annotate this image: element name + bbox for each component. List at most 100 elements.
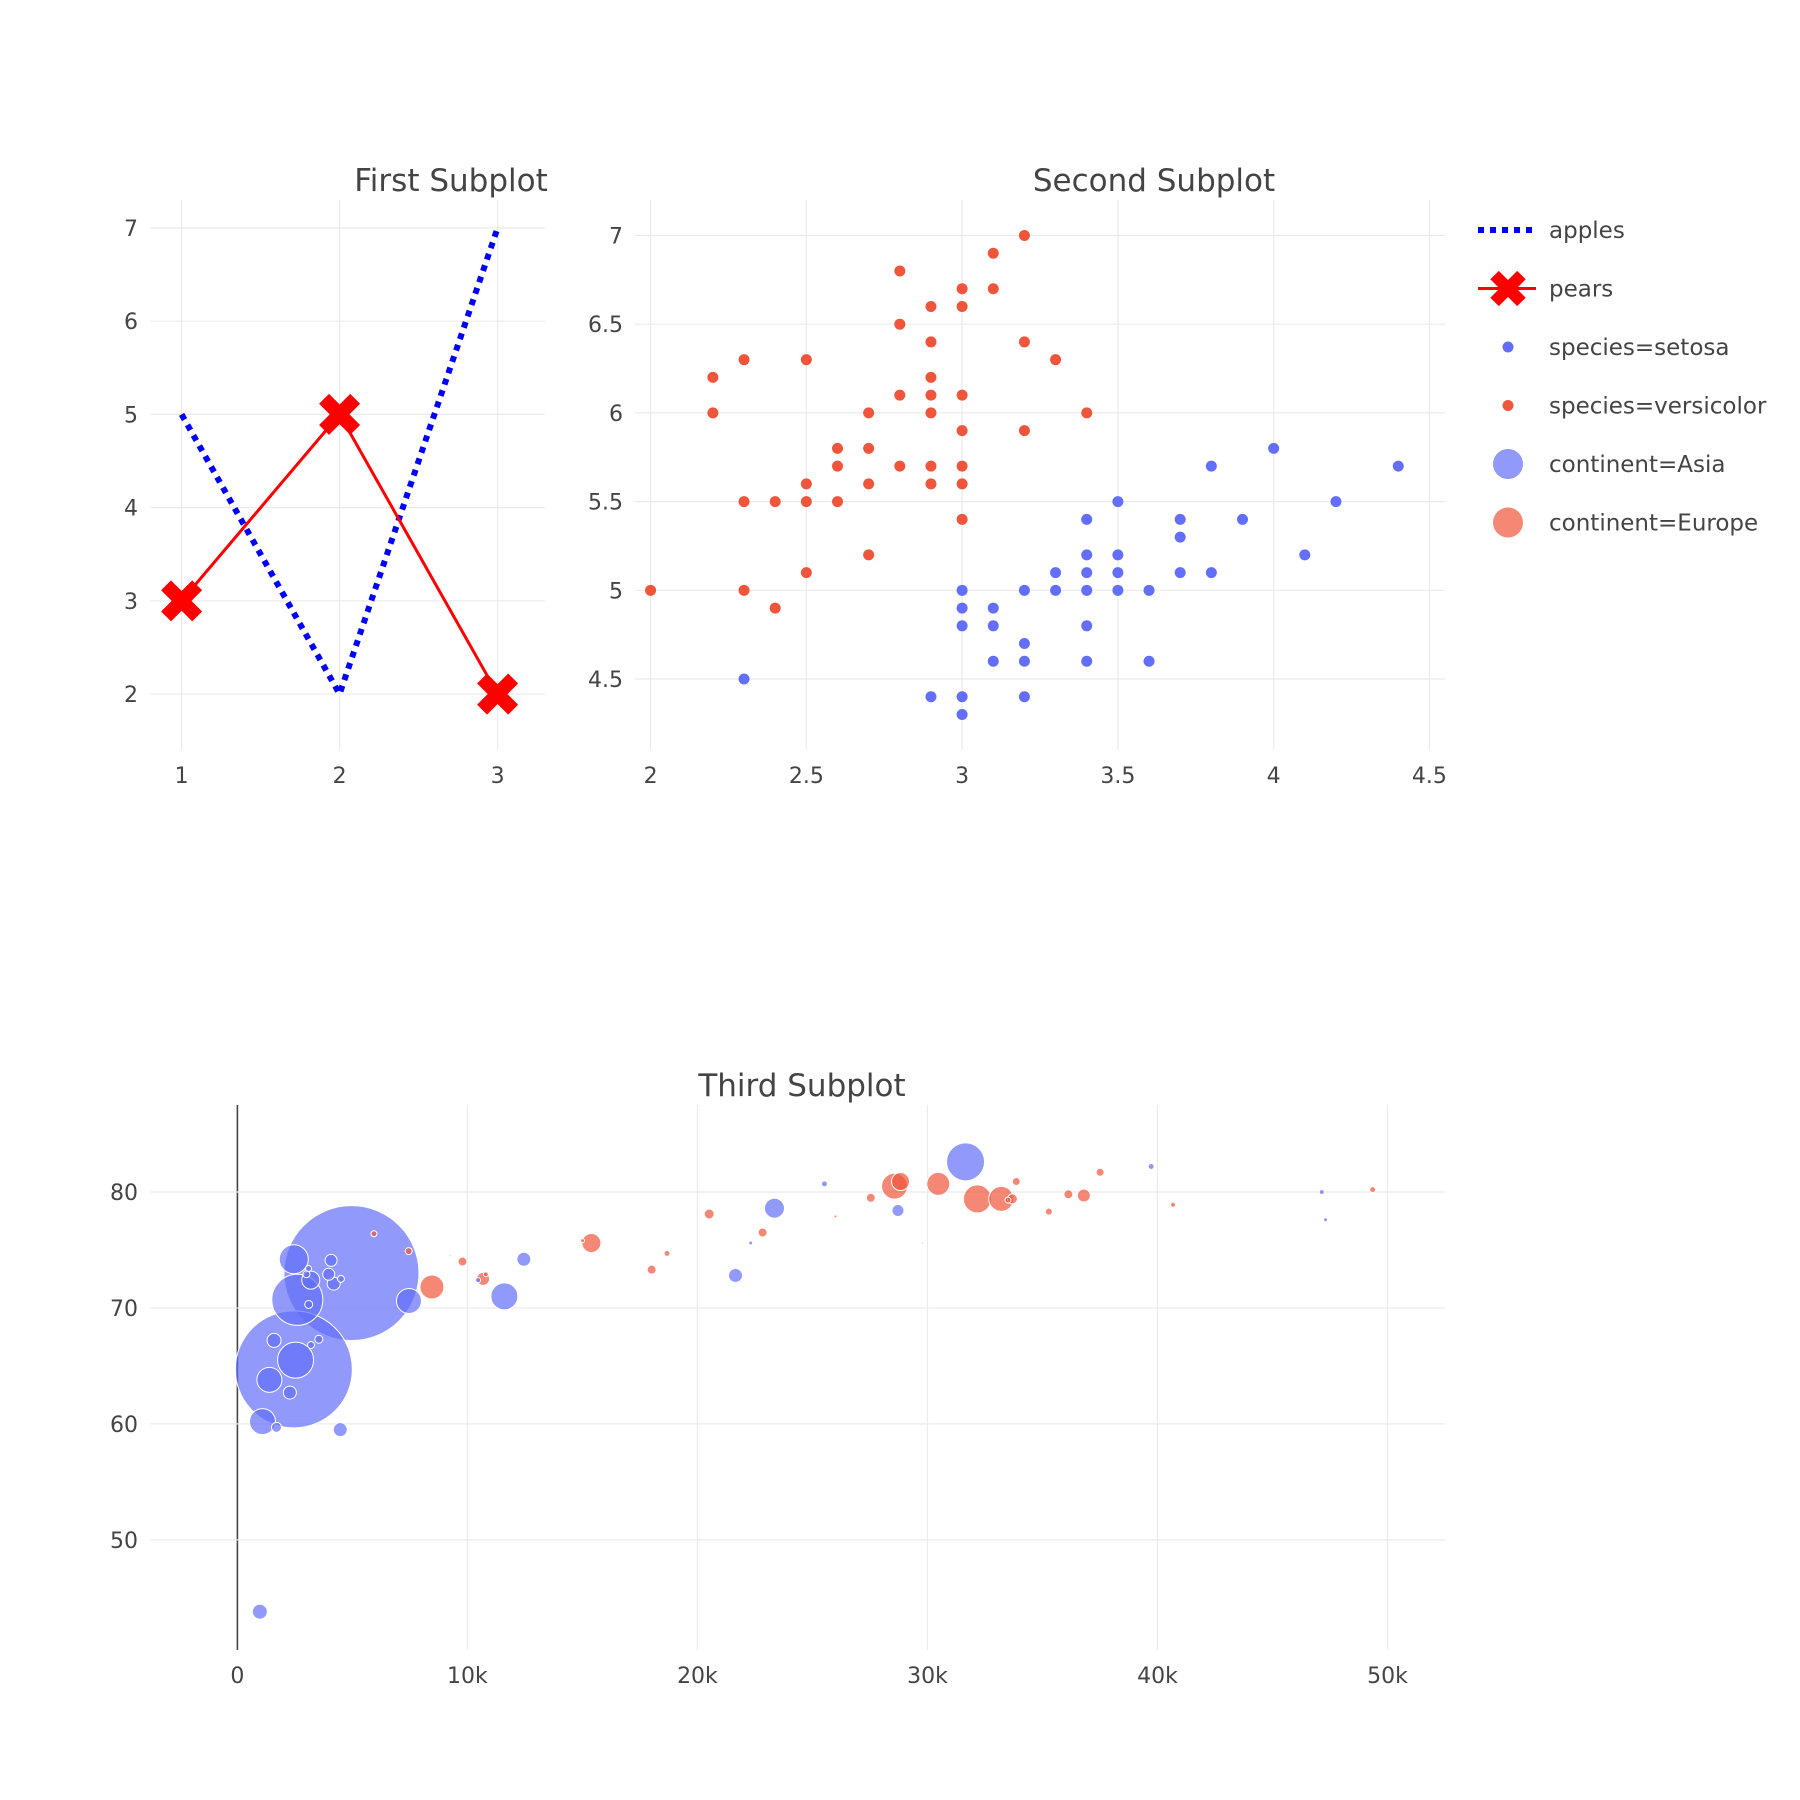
bubble bbox=[926, 1171, 951, 1196]
bubble bbox=[865, 1192, 876, 1203]
x-tick-label: 2 bbox=[644, 764, 658, 789]
scatter-point bbox=[1018, 229, 1030, 241]
bubble bbox=[448, 1254, 452, 1258]
scatter-point bbox=[1112, 567, 1124, 579]
bubble bbox=[1076, 1188, 1091, 1203]
y-tick-label: 6.5 bbox=[588, 313, 623, 338]
scatter-point bbox=[1392, 460, 1404, 472]
legend-item[interactable]: continent=Europe bbox=[1493, 507, 1758, 538]
bubble bbox=[307, 1341, 316, 1350]
scatter-point bbox=[800, 354, 812, 366]
y-tick-label: 7 bbox=[609, 224, 623, 249]
pears-marker bbox=[319, 393, 361, 435]
y-tick-label: 80 bbox=[110, 1181, 138, 1206]
scatter-point bbox=[1143, 655, 1155, 667]
x-tick-label: 1 bbox=[175, 764, 189, 789]
scatter-point bbox=[863, 478, 875, 490]
legend-item[interactable]: species=setosa bbox=[1502, 335, 1730, 361]
scatter-point bbox=[1112, 496, 1124, 508]
x-tick-label: 40k bbox=[1137, 1664, 1178, 1689]
scatter-point bbox=[925, 407, 937, 419]
x-tick-label: 2.5 bbox=[789, 764, 824, 789]
bubble bbox=[646, 1264, 657, 1275]
bubble bbox=[324, 1253, 338, 1267]
bubble bbox=[703, 1208, 715, 1220]
subplot-1-marks bbox=[161, 227, 519, 715]
x-tick-label: 50k bbox=[1367, 1664, 1408, 1689]
scatter-point bbox=[925, 691, 937, 703]
x-tick-label: 3.5 bbox=[1100, 764, 1135, 789]
scatter-point bbox=[769, 602, 781, 614]
bubble bbox=[757, 1227, 768, 1238]
legend-dot-icon bbox=[1502, 400, 1514, 411]
bubble bbox=[748, 1240, 754, 1246]
legend-item[interactable]: pears bbox=[1478, 262, 1613, 316]
scatter-point bbox=[894, 318, 906, 330]
scatter-point bbox=[1081, 549, 1093, 561]
scatter-point bbox=[1050, 567, 1062, 579]
scatter-point bbox=[863, 442, 875, 454]
scatter-point bbox=[1268, 442, 1280, 454]
bubble bbox=[370, 1230, 378, 1238]
legend-dot-icon bbox=[1502, 341, 1514, 353]
bubble bbox=[663, 1249, 671, 1257]
bubble bbox=[728, 1267, 744, 1283]
legend[interactable]: apples pears species=setosa species=versico… bbox=[1478, 218, 1767, 538]
bubble bbox=[249, 1408, 277, 1436]
scatter-point bbox=[1143, 584, 1155, 596]
scatter-point bbox=[863, 549, 875, 561]
scatter-point bbox=[925, 300, 937, 312]
scatter-point bbox=[956, 602, 968, 614]
bubble bbox=[891, 1204, 905, 1218]
bubble bbox=[314, 1334, 324, 1344]
scatter-point bbox=[987, 620, 999, 632]
x-tick-label: 0 bbox=[230, 1664, 244, 1689]
x-tick-label: 4 bbox=[1267, 764, 1281, 789]
subplot-1-ticks: 1 2 3 2 3 4 5 6 7 bbox=[124, 217, 505, 789]
scatter-point bbox=[1018, 655, 1030, 667]
scatter-point bbox=[1081, 620, 1093, 632]
y-tick-label: 5.5 bbox=[588, 491, 623, 516]
bubble bbox=[1147, 1162, 1155, 1170]
subplot-1-grid bbox=[150, 200, 545, 750]
scatter-point bbox=[832, 442, 843, 454]
bubble bbox=[763, 1197, 785, 1219]
bubble bbox=[395, 1287, 422, 1314]
scatter-point bbox=[1081, 584, 1093, 596]
y-tick-label: 4 bbox=[124, 497, 138, 522]
scatter-point bbox=[1174, 531, 1186, 543]
scatter-point bbox=[1081, 513, 1093, 525]
legend-x-icon bbox=[1490, 270, 1526, 307]
scatter-point bbox=[956, 425, 968, 437]
legend-item[interactable]: apples bbox=[1478, 218, 1625, 244]
scatter-point bbox=[1112, 549, 1124, 561]
scatter-point bbox=[1205, 460, 1217, 472]
bubble bbox=[278, 1244, 309, 1275]
scatter-point bbox=[987, 602, 999, 614]
scatter-point bbox=[738, 496, 750, 508]
bubble bbox=[251, 1603, 268, 1620]
subplot-1-title: First Subplot bbox=[354, 163, 548, 199]
scatter-point bbox=[800, 496, 812, 508]
subplot-2-grid bbox=[635, 200, 1445, 750]
bubble bbox=[579, 1238, 585, 1244]
bubble bbox=[322, 1267, 336, 1281]
legend-label: apples bbox=[1549, 218, 1625, 244]
bubble bbox=[1044, 1207, 1053, 1216]
scatter-point bbox=[1018, 691, 1030, 703]
legend-item[interactable]: species=versicolor bbox=[1502, 394, 1767, 420]
scatter-point bbox=[925, 460, 937, 472]
subplot-2: 2 2.5 3 3.5 4 4.5 4.5 5 5.5 6 6.5 7 Second Subplot bbox=[588, 163, 1447, 789]
scatter-point bbox=[1018, 584, 1030, 596]
y-tick-label: 5 bbox=[124, 403, 138, 428]
y-tick-label: 6 bbox=[124, 310, 138, 335]
subplot-3-grid bbox=[150, 1105, 1445, 1650]
scatter-point bbox=[738, 354, 750, 366]
bubble bbox=[282, 1385, 297, 1400]
legend-item[interactable]: continent=Asia bbox=[1493, 449, 1726, 479]
legend-label: continent=Asia bbox=[1549, 452, 1726, 478]
y-tick-label: 5 bbox=[609, 579, 623, 604]
scatter-point bbox=[645, 584, 657, 596]
subplot-3: 0 10k 20k 30k 40k 50k 50 60 70 80 Third Subplot bbox=[110, 1068, 1445, 1689]
